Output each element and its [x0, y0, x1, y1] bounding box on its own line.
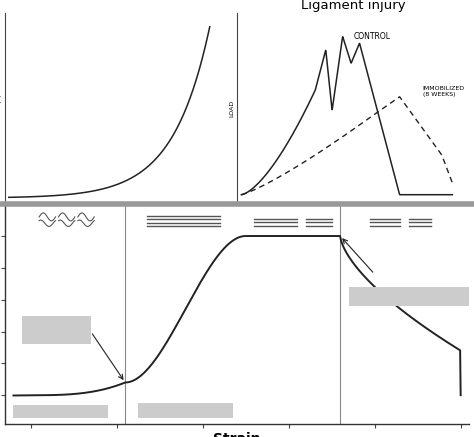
Bar: [138, 403, 233, 417]
Text: IMMOBILIZED
(8 WEEKS): IMMOBILIZED (8 WEEKS): [423, 86, 465, 97]
Bar: [13, 405, 108, 417]
Title: Ligament injury: Ligament injury: [301, 0, 406, 12]
Text: 0: 0: [228, 212, 232, 218]
Bar: [349, 287, 469, 306]
X-axis label: ELONGATION (mm): ELONGATION (mm): [323, 205, 383, 211]
Text: CONTROL: CONTROL: [353, 32, 390, 41]
Bar: [22, 316, 91, 344]
Y-axis label: LOAD (F): LOAD (F): [0, 95, 2, 122]
Y-axis label: LOAD: LOAD: [229, 100, 234, 117]
Text: $\rightarrow$: $\rightarrow$: [211, 208, 220, 214]
X-axis label: Strain: Strain: [213, 432, 261, 437]
X-axis label: ELONGATION (%): ELONGATION (%): [88, 205, 142, 211]
